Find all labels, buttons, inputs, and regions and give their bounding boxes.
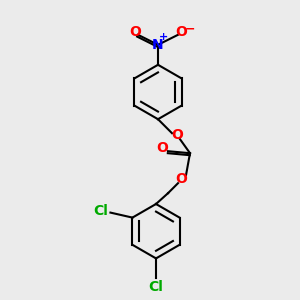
Text: Cl: Cl [148, 280, 164, 294]
Text: +: + [158, 32, 168, 42]
Text: O: O [129, 25, 141, 39]
Text: O: O [171, 128, 183, 142]
Text: N: N [152, 38, 164, 52]
Text: O: O [175, 25, 187, 39]
Text: O: O [156, 141, 168, 155]
Text: O: O [175, 172, 187, 186]
Text: Cl: Cl [93, 204, 108, 218]
Text: −: − [185, 22, 195, 35]
